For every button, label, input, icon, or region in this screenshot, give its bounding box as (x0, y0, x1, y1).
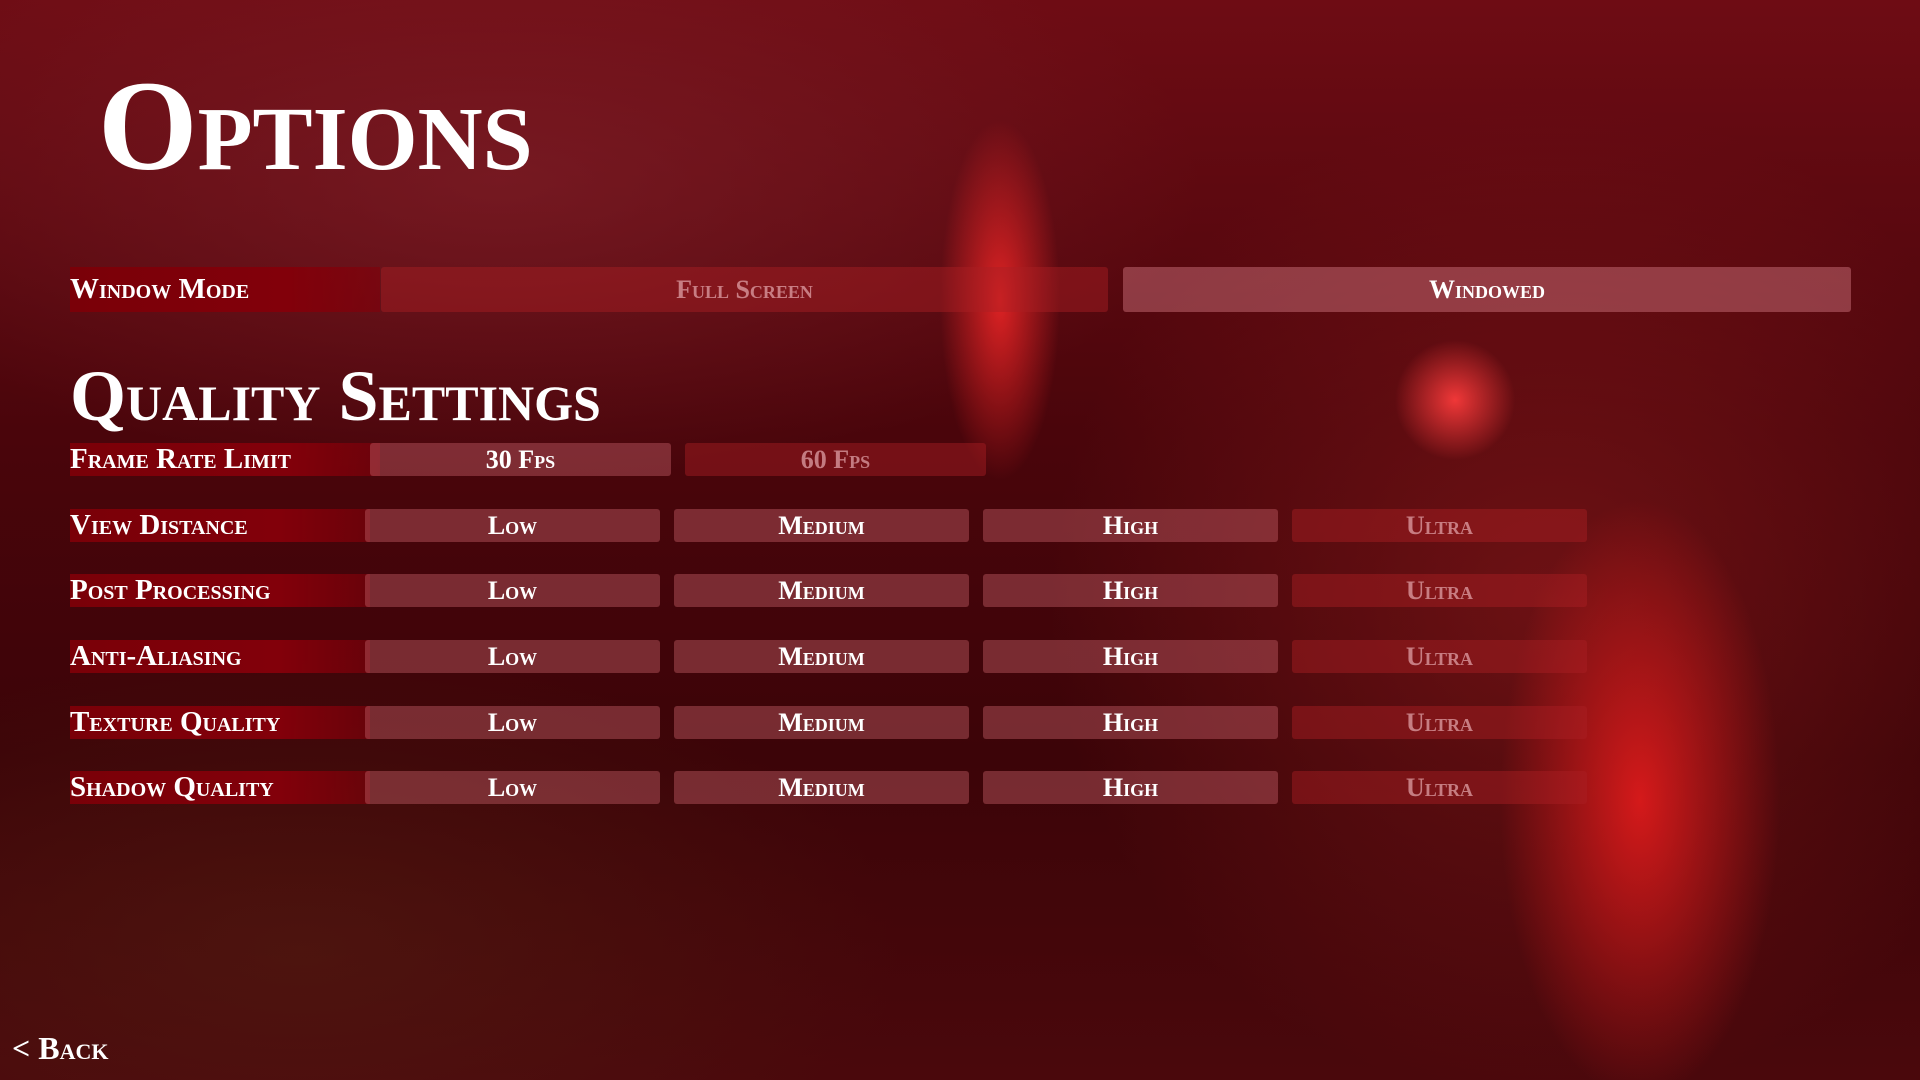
texture-quality-medium-button[interactable]: Medium (674, 706, 969, 739)
texture-quality-ultra-button[interactable]: Ultra (1292, 706, 1587, 739)
back-button[interactable]: < Back (12, 1030, 109, 1066)
shadow-quality-high-button[interactable]: High (983, 771, 1278, 804)
post-processing-low-button[interactable]: Low (365, 574, 660, 607)
anti-aliasing-medium-button[interactable]: Medium (674, 640, 969, 673)
view-distance-ultra-button[interactable]: Ultra (1292, 509, 1587, 542)
full-screen-button[interactable]: Full Screen (381, 267, 1108, 312)
shadow-quality-label: Shadow Quality (70, 771, 370, 804)
post-processing-high-button[interactable]: High (983, 574, 1278, 607)
anti-aliasing-row: Anti-Aliasing Low Medium High Ultra (0, 640, 1920, 673)
30-fps-button[interactable]: 30 Fps (370, 443, 671, 476)
quality-settings-heading: Quality Settings (70, 356, 601, 436)
post-processing-label: Post Processing (70, 574, 370, 607)
windowed-button[interactable]: Windowed (1123, 267, 1851, 312)
page-title: Options (98, 55, 533, 197)
shadow-quality-medium-button[interactable]: Medium (674, 771, 969, 804)
post-processing-ultra-button[interactable]: Ultra (1292, 574, 1587, 607)
shadow-quality-row: Shadow Quality Low Medium High Ultra (0, 771, 1920, 804)
shadow-quality-low-button[interactable]: Low (365, 771, 660, 804)
view-distance-row: View Distance Low Medium High Ultra (0, 509, 1920, 542)
view-distance-low-button[interactable]: Low (365, 509, 660, 542)
view-distance-label: View Distance (70, 509, 370, 542)
window-mode-label: Window Mode (70, 267, 380, 312)
post-processing-medium-button[interactable]: Medium (674, 574, 969, 607)
60-fps-button[interactable]: 60 Fps (685, 443, 986, 476)
texture-quality-high-button[interactable]: High (983, 706, 1278, 739)
frame-rate-row: Frame Rate Limit 30 Fps 60 Fps (0, 443, 1920, 476)
texture-quality-label: Texture Quality (70, 706, 370, 739)
anti-aliasing-low-button[interactable]: Low (365, 640, 660, 673)
anti-aliasing-label: Anti-Aliasing (70, 640, 370, 673)
shadow-quality-ultra-button[interactable]: Ultra (1292, 771, 1587, 804)
texture-quality-row: Texture Quality Low Medium High Ultra (0, 706, 1920, 739)
window-mode-row: Window Mode Full Screen Windowed (0, 267, 1920, 312)
post-processing-row: Post Processing Low Medium High Ultra (0, 574, 1920, 607)
anti-aliasing-high-button[interactable]: High (983, 640, 1278, 673)
view-distance-medium-button[interactable]: Medium (674, 509, 969, 542)
anti-aliasing-ultra-button[interactable]: Ultra (1292, 640, 1587, 673)
view-distance-high-button[interactable]: High (983, 509, 1278, 542)
frame-rate-label: Frame Rate Limit (70, 443, 380, 476)
texture-quality-low-button[interactable]: Low (365, 706, 660, 739)
